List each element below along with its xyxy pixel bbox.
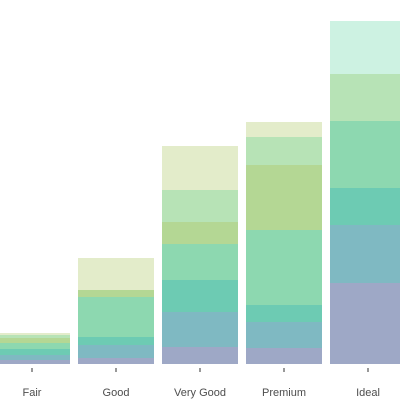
bar-segment bbox=[246, 305, 322, 322]
bar-segment bbox=[0, 355, 70, 360]
bar-segment bbox=[162, 347, 238, 364]
bar-segment bbox=[330, 74, 400, 121]
bar-segment bbox=[246, 348, 322, 364]
bar-segment bbox=[246, 137, 322, 165]
x-tick-label: Fair bbox=[23, 387, 42, 399]
bar-segment bbox=[78, 358, 154, 364]
bar-segment bbox=[330, 21, 400, 74]
bar-segment bbox=[0, 343, 70, 349]
bar-segment bbox=[162, 190, 238, 222]
bar-segment bbox=[162, 222, 238, 244]
bar-segment bbox=[78, 337, 154, 345]
bar-segment bbox=[78, 345, 154, 358]
bar-segment bbox=[0, 335, 70, 338]
bar-segment bbox=[78, 290, 154, 297]
bar-segment bbox=[0, 349, 70, 355]
bar-segment bbox=[246, 322, 322, 348]
x-tick-label: Good bbox=[103, 387, 130, 399]
bar-segment bbox=[0, 333, 70, 335]
x-tick-label: Ideal bbox=[356, 387, 380, 399]
x-tick-label: Premium bbox=[262, 387, 306, 399]
bar-segment bbox=[330, 188, 400, 225]
bar-segment bbox=[162, 280, 238, 312]
bar-segment bbox=[78, 258, 154, 290]
bar-segment bbox=[0, 360, 70, 364]
bar-segment bbox=[246, 122, 322, 137]
bar-segment bbox=[246, 165, 322, 230]
bar-segment bbox=[246, 230, 322, 305]
bar-segment bbox=[0, 338, 70, 343]
bar-segment bbox=[78, 297, 154, 337]
bar-segment bbox=[330, 225, 400, 283]
bar-segment bbox=[330, 121, 400, 188]
bar-segment bbox=[162, 146, 238, 190]
bar-segment bbox=[162, 312, 238, 347]
bar-segment bbox=[162, 244, 238, 280]
bar-segment bbox=[330, 283, 400, 364]
x-tick-label: Very Good bbox=[174, 387, 226, 399]
